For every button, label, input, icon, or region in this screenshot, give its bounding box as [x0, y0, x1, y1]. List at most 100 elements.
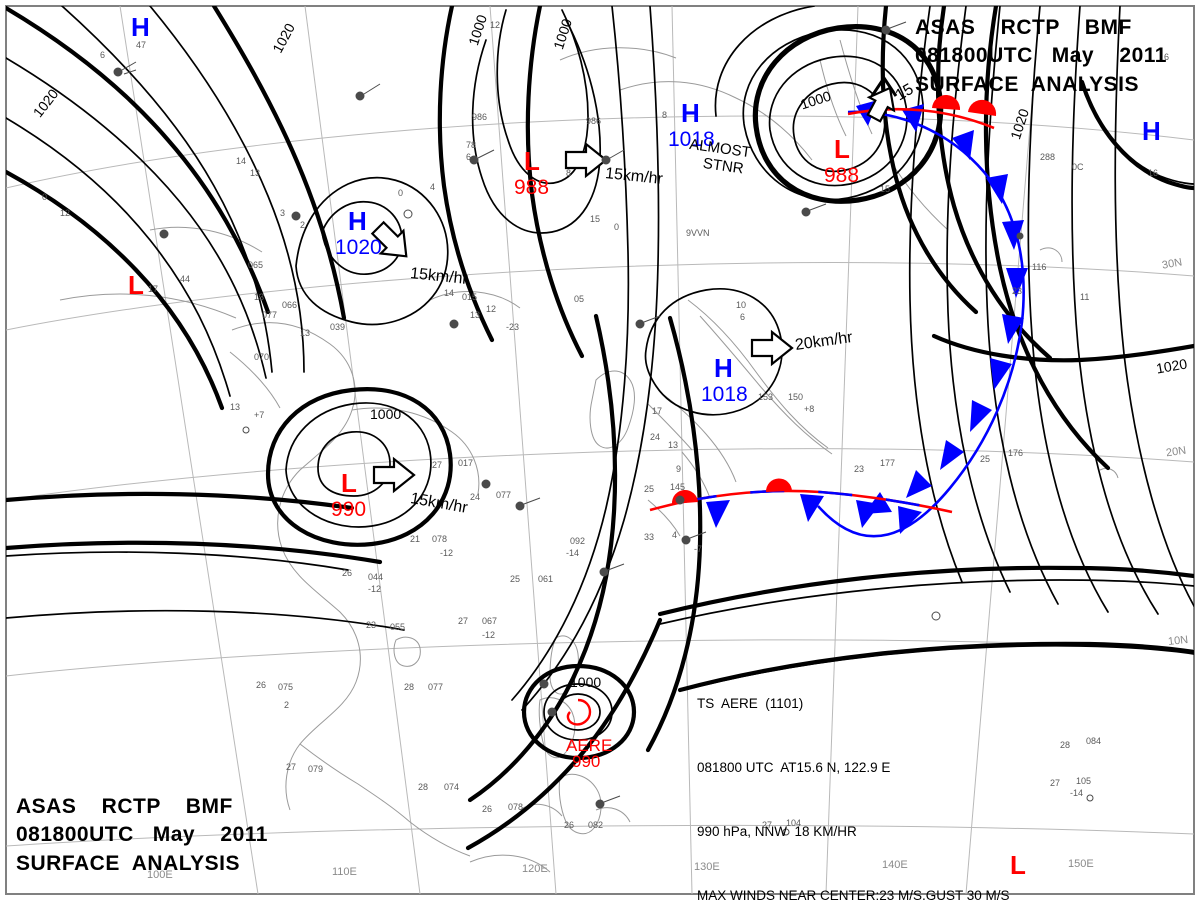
svg-text:044: 044: [368, 572, 383, 582]
svg-text:153: 153: [758, 392, 773, 402]
svg-text:6: 6: [100, 50, 105, 60]
svg-text:078: 078: [432, 534, 447, 544]
pressure-center-high-1018-north: H 1018: [668, 100, 715, 150]
svg-text:6: 6: [740, 312, 745, 322]
svg-text:11: 11: [1080, 292, 1089, 302]
stationary-front-barbs: [706, 494, 922, 534]
lat-label-10N: 10N: [1167, 633, 1189, 649]
svg-text:14: 14: [236, 156, 246, 166]
motion-arrow-high-1018-japan: [750, 329, 794, 367]
trough-line: [870, 75, 898, 97]
svg-text:15: 15: [880, 184, 890, 194]
svg-text:-12: -12: [440, 548, 453, 558]
low-symbol: L: [341, 468, 357, 498]
svg-text:+8: +8: [804, 404, 814, 414]
svg-text:2: 2: [300, 220, 305, 230]
svg-text:10: 10: [736, 300, 746, 310]
svg-text:6: 6: [1164, 52, 1169, 62]
lon-label-140E: 140E: [882, 859, 908, 871]
high-symbol: H: [348, 206, 367, 236]
svg-text:13: 13: [300, 328, 310, 338]
svg-text:077: 077: [428, 682, 443, 692]
title-bottom-line3: SURFACE ANALYSIS: [16, 851, 240, 875]
svg-text:-23: -23: [506, 322, 519, 332]
motion-arrow-low-990: [372, 456, 416, 494]
title-bottom-line1: ASAS RCTP BMF: [16, 795, 233, 818]
storm-info-block: TS AERE (1101) 081800 UTC AT15.6 N, 122.…: [697, 650, 1010, 900]
svg-text:47: 47: [136, 40, 146, 50]
svg-text:015: 015: [462, 292, 477, 302]
svg-text:078: 078: [508, 802, 523, 812]
svg-text:986: 986: [586, 116, 601, 126]
svg-text:075: 075: [278, 682, 293, 692]
svg-text:084: 084: [1086, 736, 1101, 746]
svg-text:065: 065: [248, 260, 263, 270]
svg-text:14: 14: [444, 288, 454, 298]
svg-text:177: 177: [880, 458, 895, 468]
title-block-bottom-left: ASAS RCTP BMF 081800UTC May 2011 SURFACE…: [16, 793, 268, 878]
svg-text:067: 067: [482, 616, 497, 626]
svg-text:9VVN: 9VVN: [686, 228, 710, 238]
svg-text:8: 8: [566, 168, 571, 178]
svg-text:12: 12: [60, 208, 70, 218]
svg-text:986: 986: [472, 112, 487, 122]
svg-text:26: 26: [482, 804, 492, 814]
low-value: 988: [824, 164, 860, 187]
svg-text:074: 074: [444, 782, 459, 792]
svg-text:78: 78: [466, 140, 476, 150]
svg-text:066: 066: [282, 300, 297, 310]
svg-text:27: 27: [762, 820, 772, 830]
title-top-line3: SURFACE ANALYSIS: [915, 72, 1139, 96]
svg-text:077: 077: [496, 490, 511, 500]
svg-text:17: 17: [652, 406, 662, 416]
svg-text:082: 082: [588, 820, 603, 830]
svg-text:039: 039: [330, 322, 345, 332]
low-symbol: L: [524, 146, 540, 176]
svg-text:105: 105: [1076, 776, 1091, 786]
pressure-center-high-right-edge: H: [1142, 116, 1161, 146]
low-value: 990: [331, 498, 367, 521]
pressure-center-high-1020-west: H 1020: [335, 206, 382, 258]
svg-text:27: 27: [458, 616, 468, 626]
svg-text:25: 25: [644, 484, 654, 494]
svg-text:23: 23: [1012, 286, 1022, 296]
svg-text:092: 092: [570, 536, 585, 546]
cold-front-main: [817, 100, 1028, 538]
svg-text:4: 4: [672, 530, 677, 540]
svg-text:26: 26: [256, 680, 266, 690]
pressure-center-low-bottom-right: L: [1010, 850, 1026, 880]
pressure-center-low-left-edge: L: [128, 270, 144, 300]
svg-text:15: 15: [590, 214, 600, 224]
svg-text:28: 28: [418, 782, 428, 792]
title-top-line1: ASAS RCTP BMF: [915, 16, 1132, 39]
lon-label-130E: 130E: [694, 861, 720, 873]
pressure-center-low-988-north: L 988: [514, 146, 549, 198]
svg-text:13: 13: [470, 310, 480, 320]
svg-text:05: 05: [574, 294, 584, 304]
svg-text:0C: 0C: [1072, 162, 1084, 172]
svg-text:24: 24: [650, 432, 660, 442]
svg-text:27: 27: [286, 762, 296, 772]
svg-text:13: 13: [230, 402, 240, 412]
svg-text:4: 4: [430, 182, 435, 192]
svg-text:13: 13: [250, 168, 260, 178]
low-value: 988: [514, 176, 550, 199]
svg-text:-14: -14: [1070, 788, 1083, 798]
ts-center-name: AERE: [566, 736, 613, 755]
graticule-lines: [6, 6, 1194, 894]
svg-text:116: 116: [1032, 262, 1046, 272]
lon-label-150E: 150E: [1068, 858, 1094, 870]
ts-center-pressure: 990: [572, 752, 601, 771]
tropical-storm-symbol: [566, 698, 592, 726]
svg-text:0: 0: [614, 222, 619, 232]
high-value: 1018: [701, 383, 748, 406]
svg-text:2: 2: [284, 700, 289, 710]
svg-text:3: 3: [280, 208, 285, 218]
title-block-top-right: ASAS RCTP BMF 081800UTC May 2011 SURFACE…: [915, 14, 1167, 99]
svg-text:27: 27: [1050, 778, 1060, 788]
svg-text:27: 27: [432, 460, 442, 470]
svg-text:079: 079: [308, 764, 323, 774]
svg-text:23: 23: [366, 620, 376, 630]
coastlines: [59, 39, 1119, 873]
